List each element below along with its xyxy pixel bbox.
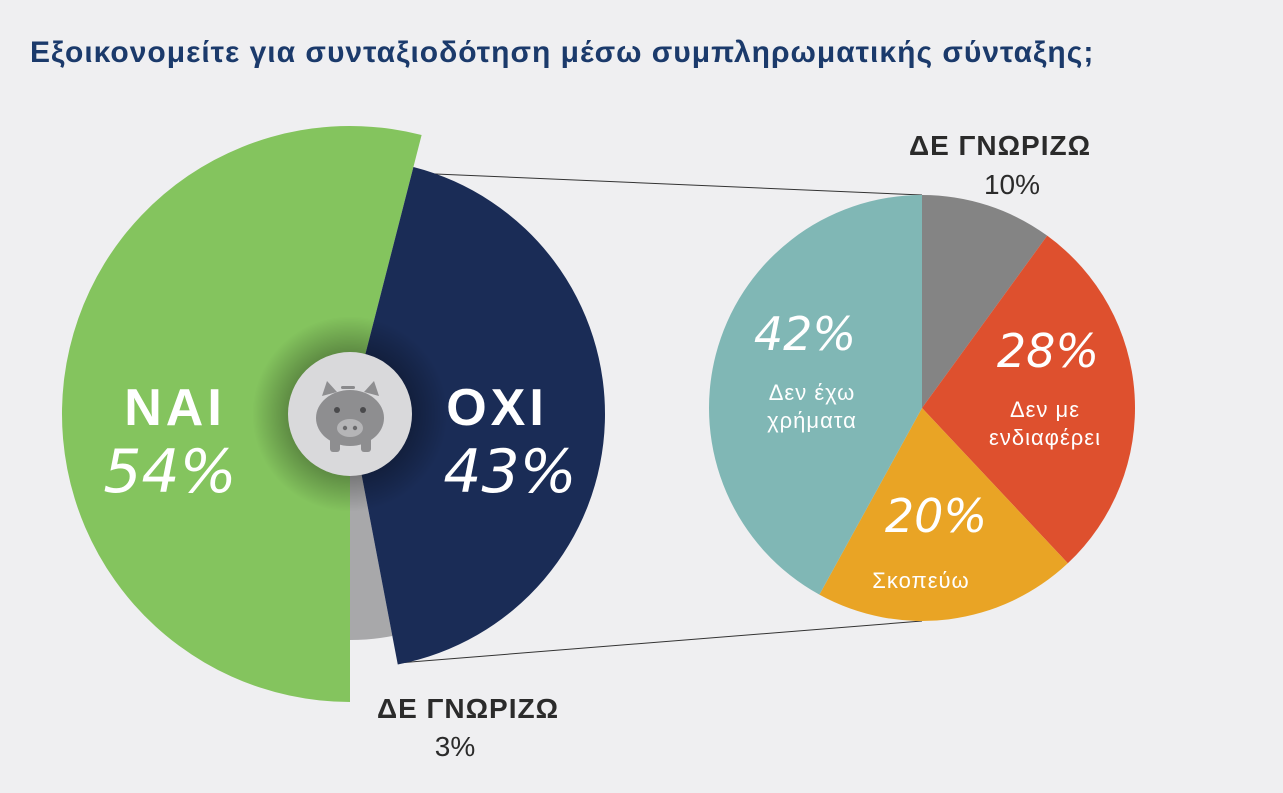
slice-yes bbox=[61, 126, 422, 703]
connector-line-bottom bbox=[397, 620, 923, 664]
label-plan_to-line-0: Σκοπεύω bbox=[872, 568, 969, 593]
value-no: 43% bbox=[443, 437, 576, 507]
label-yes: ΝΑΙ bbox=[124, 379, 226, 437]
value-dont-know-main: 3% bbox=[435, 731, 475, 762]
label-no_money-line-1: χρήματα bbox=[767, 408, 857, 433]
value-plan_to: 20% bbox=[885, 489, 987, 543]
label-no_money-line-0: Δεν έχω bbox=[769, 380, 856, 405]
slice-not_interested bbox=[922, 235, 1136, 564]
slice-no_money bbox=[709, 195, 922, 595]
connector-line-top bbox=[411, 172, 923, 196]
value-not_interested: 28% bbox=[997, 324, 1099, 378]
label-not_interested-line-0: Δεν με bbox=[1010, 397, 1080, 422]
main-pie bbox=[61, 126, 605, 703]
value-no_money: 42% bbox=[754, 307, 856, 361]
page-title: Εξοικονομείτε για συνταξιοδότηση μέσω συ… bbox=[30, 36, 1095, 69]
value-dont-know-sub: 10% bbox=[984, 169, 1040, 200]
label-dont-know-sub: ΔΕ ΓΝΩΡΙΖΩ bbox=[909, 130, 1091, 161]
slice-dont_know_sub bbox=[922, 195, 1048, 408]
slice-plan_to bbox=[819, 408, 1068, 621]
breakdown-pie bbox=[709, 195, 1136, 621]
label-not_interested-line-1: ενδιαφέρει bbox=[989, 425, 1101, 450]
value-yes: 54% bbox=[103, 437, 236, 507]
piggy-bank-icon bbox=[316, 381, 384, 452]
label-dont-know-main: ΔΕ ΓΝΩΡΙΖΩ bbox=[377, 693, 559, 724]
label-no: ΟΧΙ bbox=[446, 379, 548, 437]
slice-no bbox=[350, 167, 605, 665]
